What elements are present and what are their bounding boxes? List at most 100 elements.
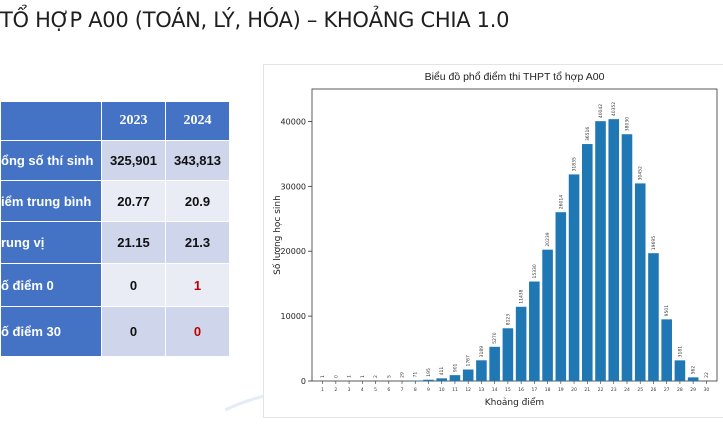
bar [529, 281, 540, 381]
y-tick-label: 10000 [281, 312, 306, 321]
x-tick-label: 15 [505, 387, 511, 393]
chart-svg: Biểu đồ phổ điểm thi THPT tổ hợp A000100… [272, 71, 718, 408]
data-label: 9501 [664, 305, 670, 317]
x-tick-label: 1 [321, 387, 324, 393]
data-label: 5 [386, 375, 392, 378]
data-label: 40042 [598, 104, 604, 118]
value-2024: 0 [165, 306, 230, 357]
data-label: 0 [333, 375, 339, 378]
x-tick-label: 16 [518, 387, 524, 393]
data-label: 3189 [479, 346, 485, 358]
y-tick-label: 0 [301, 377, 306, 386]
row-label: iểm trung bình [0, 180, 102, 222]
header-year-2023: 2023 [101, 101, 166, 141]
bar [595, 121, 606, 381]
data-label: 411 [439, 367, 445, 376]
data-label: 71 [413, 372, 419, 378]
row-label: ổng số thí sinh [0, 140, 102, 181]
x-tick-label: 24 [624, 387, 630, 393]
y-tick-label: 30000 [281, 182, 306, 191]
y-tick-label: 40000 [281, 117, 306, 126]
x-tick-label: 18 [545, 387, 551, 393]
x-tick-label: 27 [664, 387, 670, 393]
bar [502, 328, 514, 381]
value-2023: 0 [101, 263, 166, 307]
bar [476, 360, 487, 381]
data-label: 1 [360, 375, 366, 378]
data-label: 1 [347, 375, 353, 378]
slide-title: TỔ HỢP A00 (TOÁN, LÝ, HÓA) – KHOẢNG CHIA… [0, 8, 510, 32]
table-row: ổng số thí sinh 325,901 343,813 [0, 140, 230, 181]
bar [674, 360, 686, 381]
data-label: 5270 [492, 332, 498, 344]
x-tick-label: 21 [584, 387, 590, 393]
value-2024: 1 [165, 263, 230, 307]
x-tick-label: 26 [651, 387, 657, 393]
value-2023: 21.15 [101, 221, 166, 264]
x-tick-label: 22 [598, 387, 604, 393]
data-label: 36516 [585, 127, 591, 141]
table-header-row: 2023 2024 [0, 101, 230, 141]
bar [423, 379, 434, 381]
bar [542, 249, 553, 381]
x-tick-label: 4 [361, 387, 364, 393]
header-year-2024: 2024 [165, 101, 230, 141]
table-body: ổng số thí sinh 325,901 343,813 iểm trung b… [0, 140, 230, 357]
bar [489, 346, 500, 381]
data-label: 901 [452, 363, 458, 372]
bar [462, 369, 474, 381]
x-tick-label: 28 [677, 387, 683, 393]
x-tick-label: 6 [387, 387, 390, 393]
data-label: 2 [373, 375, 379, 378]
data-label: 26014 [558, 195, 564, 209]
x-tick-label: 19 [558, 387, 564, 393]
row-label: ố điểm 30 [0, 306, 102, 357]
data-label: 195 [426, 368, 432, 377]
table-row: rung vị 21.15 21.3 [0, 221, 230, 264]
x-tick-label: 11 [452, 387, 458, 393]
data-label: 20239 [545, 232, 551, 246]
bar [661, 319, 672, 381]
bar [449, 375, 461, 381]
x-tick-label: 5 [374, 387, 377, 393]
bar [515, 306, 527, 381]
x-tick-label: 7 [401, 387, 404, 393]
y-tick-label: 20000 [281, 247, 306, 256]
data-label: 3181 [677, 346, 683, 358]
x-tick-label: 2 [334, 387, 337, 393]
chart-title: Biểu đồ phổ điểm thi THPT tổ hợp A00 [425, 71, 605, 83]
x-tick-label: 14 [492, 387, 498, 393]
x-tick-label: 13 [479, 387, 485, 393]
x-tick-label: 3 [348, 387, 351, 393]
data-label: 22 [704, 372, 710, 378]
value-2023: 325,901 [101, 140, 166, 181]
score-distribution-chart: Biểu đồ phổ điểm thi THPT tổ hợp A00 0 100… [263, 64, 723, 418]
x-tick-label: 17 [531, 387, 537, 393]
x-tick-label: 10 [439, 387, 445, 393]
y-axis-label: Số lượng học sinh [272, 195, 283, 275]
data-label: 1767 [466, 355, 472, 367]
data-label: 29 [400, 372, 406, 378]
x-tick-label: 30 [704, 387, 710, 393]
value-2024: 20.9 [165, 180, 230, 222]
data-label: 11438 [519, 289, 525, 303]
data-label: 15330 [532, 264, 538, 278]
x-tick-label: 29 [690, 387, 696, 393]
table-row: ố điểm 30 0 0 [0, 306, 230, 357]
row-label: rung vị [0, 221, 102, 264]
data-label: 19695 [651, 236, 657, 250]
data-label: 31835 [572, 157, 578, 171]
value-2023: 20.77 [101, 180, 166, 222]
bar [648, 253, 659, 381]
x-tick-label: 25 [637, 387, 643, 393]
data-label: 8123 [505, 314, 511, 326]
bar [621, 134, 633, 381]
x-tick-label: 23 [611, 387, 617, 393]
value-2023: 0 [101, 306, 166, 357]
value-2024: 21.3 [165, 221, 230, 264]
x-tick-label: 20 [571, 387, 577, 393]
bar [436, 378, 448, 381]
data-label: 40352 [611, 102, 617, 116]
bar [608, 119, 620, 382]
